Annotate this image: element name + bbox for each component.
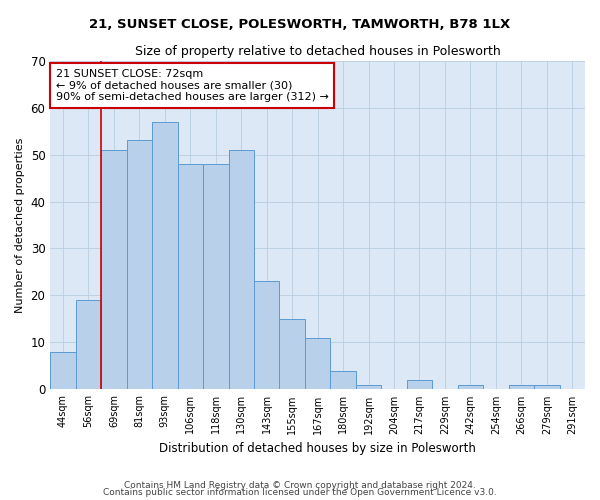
- Bar: [178, 164, 203, 390]
- Text: Contains public sector information licensed under the Open Government Licence v3: Contains public sector information licen…: [103, 488, 497, 497]
- Text: Contains HM Land Registry data © Crown copyright and database right 2024.: Contains HM Land Registry data © Crown c…: [124, 480, 476, 490]
- Bar: [305, 338, 331, 390]
- Bar: [203, 164, 229, 390]
- Bar: [229, 150, 254, 390]
- Bar: [50, 352, 76, 390]
- Bar: [280, 319, 305, 390]
- Bar: [407, 380, 432, 390]
- Bar: [356, 384, 382, 390]
- Y-axis label: Number of detached properties: Number of detached properties: [15, 138, 25, 312]
- Bar: [458, 384, 483, 390]
- Bar: [76, 300, 101, 390]
- Bar: [152, 122, 178, 390]
- Bar: [331, 370, 356, 390]
- Bar: [127, 140, 152, 390]
- Bar: [509, 384, 534, 390]
- X-axis label: Distribution of detached houses by size in Polesworth: Distribution of detached houses by size …: [159, 442, 476, 455]
- Text: 21 SUNSET CLOSE: 72sqm
← 9% of detached houses are smaller (30)
90% of semi-deta: 21 SUNSET CLOSE: 72sqm ← 9% of detached …: [56, 69, 329, 102]
- Bar: [534, 384, 560, 390]
- Bar: [254, 282, 280, 390]
- Text: 21, SUNSET CLOSE, POLESWORTH, TAMWORTH, B78 1LX: 21, SUNSET CLOSE, POLESWORTH, TAMWORTH, …: [89, 18, 511, 30]
- Bar: [101, 150, 127, 390]
- Title: Size of property relative to detached houses in Polesworth: Size of property relative to detached ho…: [135, 45, 500, 58]
